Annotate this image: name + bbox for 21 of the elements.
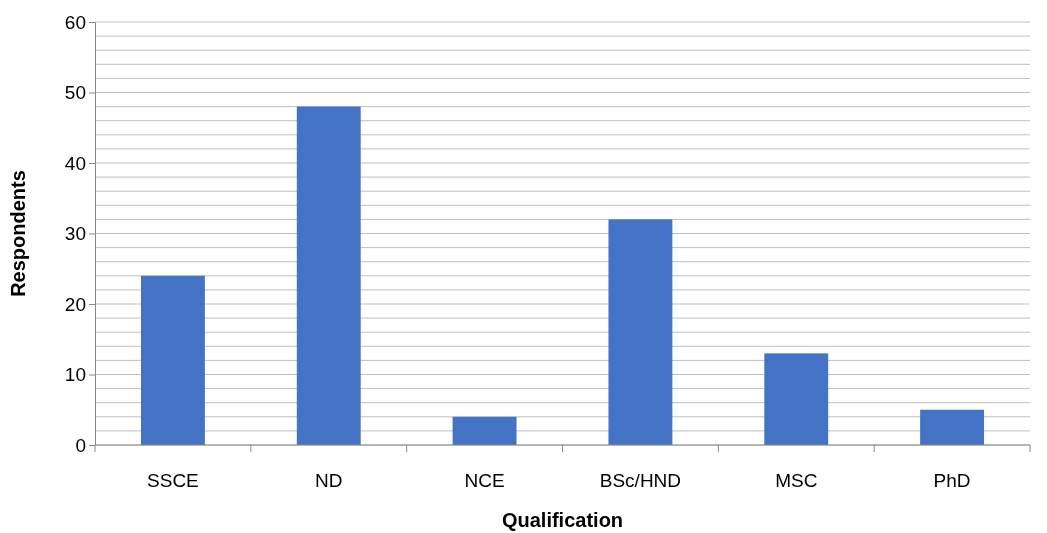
bar: [296, 106, 361, 445]
bar: [140, 275, 205, 445]
x-tick-label: NCE: [464, 470, 505, 491]
x-tick-label: SSCE: [147, 470, 199, 491]
y-tick-label: 0: [75, 434, 86, 456]
y-tick-label: 30: [64, 223, 86, 245]
y-tick-label: 60: [64, 11, 86, 33]
y-tick-label: 10: [64, 364, 86, 386]
x-axis-title: Qualification: [501, 509, 624, 531]
y-tick-label: 20: [64, 293, 86, 315]
bar: [764, 353, 829, 445]
bar: [452, 416, 517, 445]
bar: [608, 219, 673, 445]
y-axis-title: Respondents: [7, 170, 29, 297]
bar: [920, 409, 985, 445]
y-tick-label: 40: [64, 152, 86, 174]
x-tick-label: PhD: [933, 470, 971, 491]
x-tick-label: MSC: [775, 470, 818, 491]
x-tick-label: ND: [315, 470, 343, 491]
y-tick-label: 50: [64, 82, 86, 104]
x-tick-label: BSc/HND: [599, 470, 682, 491]
